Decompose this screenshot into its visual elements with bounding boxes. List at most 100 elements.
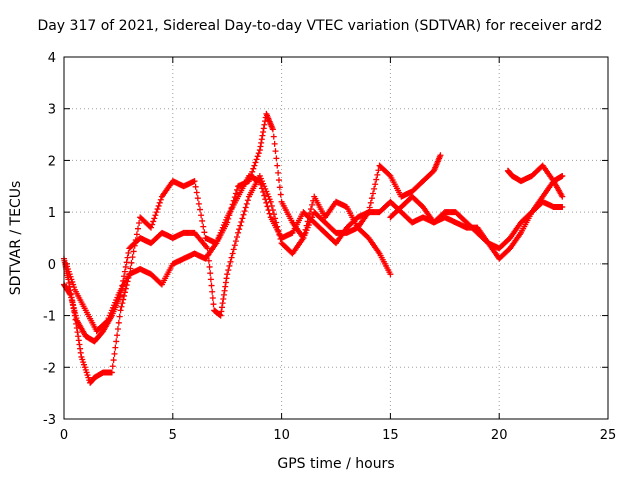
y-tick-label: 0 bbox=[48, 258, 56, 273]
data-point-marker bbox=[222, 283, 229, 290]
data-point-marker bbox=[75, 333, 82, 340]
data-point-marker bbox=[127, 265, 134, 272]
data-point-marker bbox=[152, 212, 159, 219]
data-point-marker bbox=[241, 208, 248, 215]
data-point-marker bbox=[206, 263, 213, 270]
data-point-marker bbox=[270, 133, 277, 140]
data-point-marker bbox=[103, 318, 110, 325]
x-tick-label: 15 bbox=[382, 428, 399, 443]
data-point-marker bbox=[121, 289, 128, 296]
data-point-marker bbox=[133, 231, 140, 238]
data-point-marker bbox=[154, 206, 161, 213]
data-point-marker bbox=[263, 199, 270, 206]
data-point-marker bbox=[118, 303, 125, 310]
data-point-marker bbox=[209, 294, 216, 301]
data-point-marker bbox=[253, 156, 260, 163]
data-point-marker bbox=[259, 132, 266, 139]
data-point-marker bbox=[264, 203, 271, 210]
data-point-marker bbox=[117, 307, 124, 314]
data-point-marker bbox=[260, 188, 267, 195]
data-point-marker bbox=[237, 222, 244, 229]
data-point-marker bbox=[204, 245, 211, 252]
x-tick-label: 5 bbox=[169, 428, 177, 443]
data-point-marker bbox=[232, 238, 239, 245]
data-point-marker bbox=[232, 190, 239, 197]
data-point-marker bbox=[199, 217, 206, 224]
series-track-D bbox=[387, 172, 566, 262]
data-point-marker bbox=[309, 201, 316, 208]
data-point-marker bbox=[243, 200, 250, 207]
data-point-marker bbox=[208, 282, 215, 289]
x-axis-label: GPS time / hours bbox=[277, 456, 395, 472]
data-point-marker bbox=[307, 206, 314, 213]
data-point-marker bbox=[194, 195, 201, 202]
data-point-marker bbox=[217, 312, 224, 319]
data-point-marker bbox=[373, 176, 380, 183]
data-point-marker bbox=[369, 190, 376, 197]
data-point-marker bbox=[259, 185, 266, 192]
data-point-marker bbox=[123, 259, 130, 266]
data-point-marker bbox=[239, 215, 246, 222]
data-point-marker bbox=[267, 198, 274, 205]
data-point-marker bbox=[198, 212, 205, 219]
data-point-marker bbox=[74, 329, 81, 336]
data-point-marker bbox=[149, 221, 156, 228]
data-point-marker bbox=[559, 203, 566, 210]
data-point-marker bbox=[249, 168, 256, 175]
data-point-marker bbox=[265, 207, 272, 214]
data-point-marker bbox=[124, 254, 131, 261]
data-point-marker bbox=[272, 148, 279, 155]
data-point-marker bbox=[254, 153, 261, 160]
data-point-marker bbox=[236, 226, 243, 233]
chart-title: Day 317 of 2021, Sidereal Day-to-day VTE… bbox=[37, 18, 603, 34]
x-tick-label: 25 bbox=[600, 428, 617, 443]
data-point-marker bbox=[233, 233, 240, 240]
data-point-marker bbox=[134, 225, 141, 232]
data-point-marker bbox=[220, 296, 227, 303]
data-point-marker bbox=[207, 270, 214, 277]
data-point-marker bbox=[193, 189, 200, 196]
x-tick-label: 20 bbox=[491, 428, 508, 443]
data-point-marker bbox=[559, 193, 566, 200]
data-point-marker bbox=[122, 263, 129, 270]
data-point-marker bbox=[129, 254, 136, 261]
data-point-marker bbox=[150, 218, 157, 225]
data-point-marker bbox=[218, 308, 225, 315]
data-point-marker bbox=[109, 363, 116, 370]
data-point-marker bbox=[201, 229, 208, 236]
data-point-marker bbox=[252, 159, 259, 166]
data-point-marker bbox=[275, 169, 282, 176]
y-tick-label: -1 bbox=[43, 310, 56, 325]
data-point-marker bbox=[77, 345, 84, 352]
data-point-marker bbox=[262, 196, 269, 203]
data-point-marker bbox=[112, 344, 119, 351]
series-track-A bbox=[61, 110, 444, 386]
data-point-marker bbox=[115, 319, 122, 326]
data-point-marker bbox=[195, 200, 202, 207]
data-point-marker bbox=[240, 211, 247, 218]
data-point-marker bbox=[230, 246, 237, 253]
y-tick-label: -3 bbox=[43, 413, 56, 428]
data-point-marker bbox=[255, 150, 262, 157]
data-point-marker bbox=[210, 301, 217, 308]
data-point-marker bbox=[258, 136, 265, 143]
data-point-marker bbox=[368, 195, 375, 202]
data-point-marker bbox=[121, 292, 128, 299]
x-tick-label: 10 bbox=[273, 428, 290, 443]
data-point-marker bbox=[218, 304, 225, 311]
data-point-marker bbox=[155, 202, 162, 209]
data-point-marker bbox=[250, 165, 257, 172]
data-point-marker bbox=[559, 172, 566, 179]
data-point-marker bbox=[242, 204, 249, 211]
data-point-marker bbox=[130, 248, 137, 255]
data-point-marker bbox=[274, 162, 281, 169]
data-point-marker bbox=[244, 197, 251, 204]
data-point-marker bbox=[374, 171, 381, 178]
data-point-marker bbox=[66, 290, 73, 297]
data-point-marker bbox=[114, 332, 121, 339]
plot-frame bbox=[63, 56, 609, 420]
data-point-marker bbox=[257, 143, 264, 150]
data-point-marker bbox=[238, 218, 245, 225]
data-point-marker bbox=[108, 369, 115, 376]
